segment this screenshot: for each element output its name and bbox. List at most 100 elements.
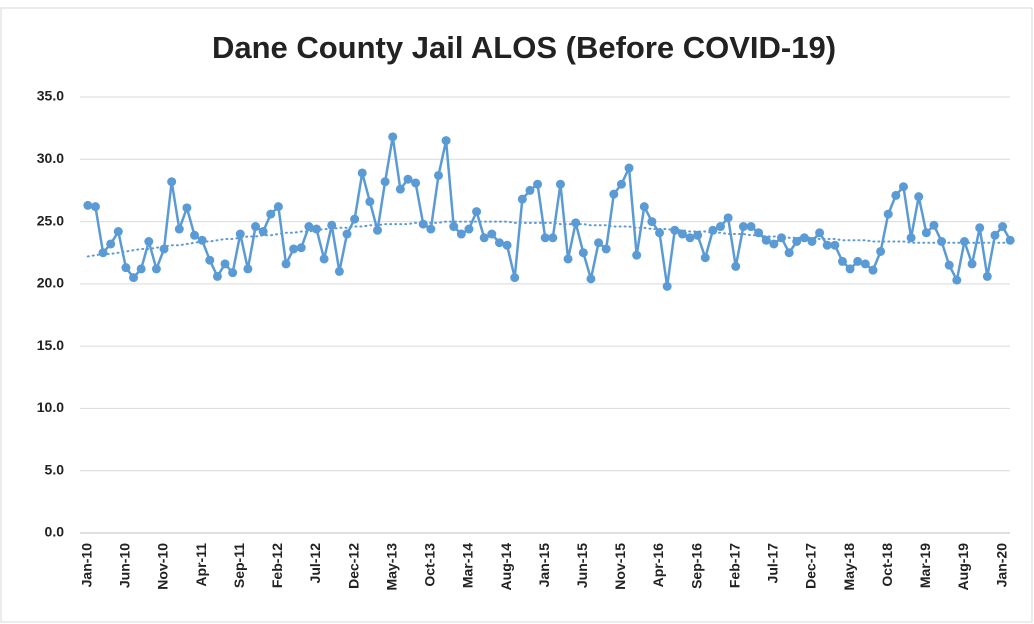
x-tick-label: Jun-15	[574, 543, 590, 588]
data-point	[784, 248, 794, 258]
data-point	[403, 174, 413, 184]
data-point	[319, 254, 329, 264]
data-point	[952, 275, 962, 285]
data-point	[944, 260, 954, 270]
data-point	[693, 230, 703, 240]
data-point	[655, 228, 665, 238]
x-tick-label: Mar-19	[917, 543, 933, 588]
data-point	[868, 265, 878, 275]
data-point	[601, 244, 611, 254]
data-point	[433, 170, 443, 180]
data-point	[639, 202, 649, 212]
y-tick-label: 10.0	[37, 399, 64, 415]
data-point	[281, 259, 291, 269]
y-tick-label: 25.0	[37, 212, 64, 228]
x-tick-label: Jul-17	[765, 543, 781, 584]
data-point	[586, 274, 596, 284]
data-point	[388, 132, 398, 142]
data-point	[822, 240, 832, 250]
data-point	[197, 235, 207, 245]
data-point	[510, 273, 520, 283]
data-point	[777, 233, 786, 243]
data-point	[182, 203, 192, 213]
y-tick-label: 15.0	[37, 337, 64, 353]
x-tick-label: Aug-19	[955, 543, 971, 591]
data-point	[525, 185, 535, 195]
data-point	[1005, 235, 1015, 245]
data-point	[853, 256, 863, 266]
data-point	[136, 264, 146, 274]
x-tick-label: Jun-10	[117, 543, 133, 588]
data-point	[517, 194, 527, 204]
data-point	[937, 237, 947, 247]
data-point	[380, 177, 390, 187]
data-point	[746, 222, 756, 232]
data-point	[677, 229, 687, 239]
data-point	[395, 184, 405, 194]
chart-title: Dane County Jail ALOS (Before COVID-19)	[212, 30, 836, 65]
data-point	[372, 225, 382, 235]
data-point	[731, 261, 741, 271]
data-point	[555, 179, 565, 189]
data-point	[502, 240, 512, 250]
data-point	[708, 225, 718, 235]
data-point	[975, 223, 985, 233]
data-point	[129, 273, 139, 283]
data-point	[967, 259, 977, 269]
data-point	[418, 219, 428, 229]
data-point	[898, 182, 908, 192]
data-point	[464, 224, 474, 234]
data-point	[830, 240, 840, 250]
data-point	[449, 222, 459, 232]
data-point	[266, 209, 276, 219]
data-point	[456, 229, 466, 239]
data-point	[258, 227, 268, 237]
data-point	[228, 268, 238, 278]
data-point	[167, 177, 177, 187]
data-point	[350, 214, 360, 224]
data-point	[487, 229, 497, 239]
data-point	[647, 217, 657, 227]
x-tick-label: Apr-16	[650, 543, 666, 588]
x-tick-label: Apr-11	[193, 543, 209, 587]
data-point	[700, 253, 710, 263]
y-tick-label: 20.0	[37, 275, 64, 291]
data-point	[845, 264, 855, 274]
data-point	[716, 222, 726, 232]
data-point	[479, 233, 489, 243]
data-point	[906, 233, 916, 243]
data-point	[807, 237, 817, 247]
data-point	[998, 222, 1008, 232]
x-tick-label: Sep-11	[231, 543, 247, 588]
data-point	[883, 209, 893, 219]
data-point	[472, 207, 482, 217]
data-point	[624, 163, 634, 173]
data-point	[342, 229, 352, 239]
data-point	[98, 248, 108, 258]
y-tick-label: 5.0	[45, 461, 65, 477]
x-tick-label: Dec-12	[345, 543, 361, 589]
data-point	[662, 281, 672, 291]
data-point	[144, 237, 154, 247]
data-point	[243, 264, 253, 274]
data-point	[90, 202, 100, 212]
data-point	[296, 243, 306, 253]
data-point	[594, 238, 604, 248]
data-point	[616, 179, 626, 189]
data-point	[251, 222, 261, 232]
x-tick-label: Dec-17	[803, 543, 819, 589]
y-tick-label: 35.0	[37, 88, 64, 104]
data-point	[426, 224, 436, 234]
data-point	[837, 256, 847, 266]
x-tick-label: Nov-10	[155, 543, 171, 590]
data-point	[815, 228, 825, 238]
data-point	[563, 254, 573, 264]
x-tick-label: Nov-15	[612, 543, 628, 590]
x-tick-label: May-13	[383, 543, 399, 591]
y-tick-label: 30.0	[37, 150, 64, 166]
data-point	[304, 222, 314, 232]
data-point	[190, 230, 200, 240]
data-point	[235, 229, 245, 239]
data-point	[769, 239, 779, 249]
x-tick-label: Jan-10	[79, 543, 95, 588]
